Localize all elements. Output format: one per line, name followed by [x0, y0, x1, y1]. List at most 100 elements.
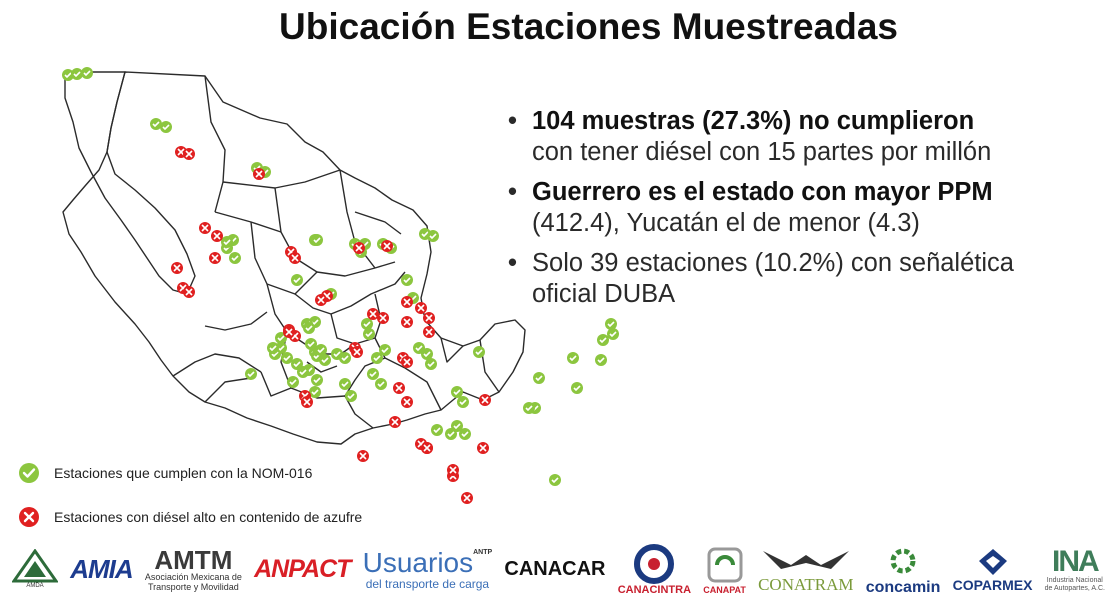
- finding-bullet: • 104 muestras (27.3%) no cumplieron con…: [508, 106, 1064, 168]
- noncompliant-station-marker: [479, 394, 491, 406]
- compliant-station-marker: [160, 121, 172, 133]
- amia-logo: AMIA: [70, 534, 133, 606]
- anpact-logo: ANPACT: [254, 534, 351, 606]
- slide-title: Ubicación Estaciones Muestreadas: [279, 6, 898, 47]
- compliant-station-marker: [305, 338, 317, 350]
- canacintra-logo: CANACINTRA: [618, 534, 691, 606]
- finding-bullet: • Guerrero es el estado con mayor PPM (4…: [508, 177, 1064, 239]
- usuarios-name: Usuarios: [362, 546, 474, 578]
- ina-logo: INA Industria Nacional de Autopartes, A.…: [1045, 534, 1105, 606]
- compliant-station-marker: [303, 322, 315, 334]
- compliant-station-marker: [607, 328, 619, 340]
- noncompliant-station-marker: [183, 286, 195, 298]
- coparmex-name: COPARMEX: [952, 576, 1033, 593]
- compliant-station-marker: [459, 428, 471, 440]
- noncompliant-station-marker: [423, 312, 435, 324]
- finding-text: Solo 39 estaciones (10.2%) con señalétic…: [532, 249, 1014, 308]
- conatram-logo: CONATRAM: [758, 534, 854, 606]
- compliant-station-marker: [315, 344, 327, 356]
- state-border: [440, 337, 464, 363]
- state-border: [204, 75, 226, 213]
- noncompliant-station-marker: [421, 442, 433, 454]
- amtm-name: AMTM: [154, 544, 233, 575]
- amda-name: AMDA: [26, 583, 44, 589]
- compliant-station-marker: [379, 344, 391, 356]
- noncompliant-station-marker: [461, 492, 473, 504]
- compliant-station-marker: [597, 334, 609, 346]
- noncompliant-station-marker: [183, 148, 195, 160]
- compliant-station-marker: [431, 424, 443, 436]
- state-border: [204, 377, 252, 403]
- compliant-station-marker: [71, 68, 83, 80]
- concamin-name: concamin: [865, 578, 941, 596]
- key-findings: • 104 muestras (27.3%) no cumplieron con…: [508, 106, 1064, 319]
- compliant-station-marker: [457, 396, 469, 408]
- compliant-station-marker: [267, 342, 279, 354]
- finding-text: con tener diésel con 15 partes por milló…: [532, 138, 992, 166]
- legend-item-compliant: Estaciones que cumplen con la NOM-016: [18, 462, 362, 484]
- state-border: [404, 367, 442, 411]
- eagle-icon: [762, 550, 849, 569]
- noncompliant-station-marker: [401, 396, 413, 408]
- x-icon: [19, 507, 39, 527]
- noncompliant-station-marker: [357, 450, 369, 462]
- legend-label: Estaciones que cumplen con la NOM-016: [54, 465, 313, 481]
- noncompliant-station-marker: [315, 294, 327, 306]
- coparmex-mark-icon: [978, 548, 1007, 575]
- station-markers: [62, 67, 619, 504]
- compliant-station-marker: [311, 234, 323, 246]
- compliant-station-marker: [339, 352, 351, 364]
- ina-sub2: de Autopartes, A.C.: [1044, 584, 1105, 592]
- compliant-station-marker: [595, 354, 607, 366]
- noncompliant-station-marker: [401, 316, 413, 328]
- compliant-station-marker: [567, 352, 579, 364]
- canapat-logo: CANAPAT: [703, 534, 746, 606]
- state-border: [344, 395, 374, 429]
- amda-logo: AMDA: [12, 534, 58, 606]
- mexico-map-svg: [62, 67, 619, 504]
- compliant-station-marker: [150, 118, 162, 130]
- noncompliant-station-marker: [171, 262, 183, 274]
- compliant-station-marker: [363, 328, 375, 340]
- antp-tag: ANTP: [473, 548, 493, 556]
- compliant-station-marker: [345, 390, 357, 402]
- state-border: [214, 211, 282, 233]
- ina-name: INA: [1051, 544, 1100, 578]
- noncompliant-station-marker: [381, 240, 393, 252]
- bullet-dot: •: [508, 249, 517, 277]
- bullet-dot: •: [508, 178, 517, 206]
- state-border: [274, 187, 318, 273]
- compliant-station-marker: [361, 318, 373, 330]
- noncompliant-station-marker: [393, 382, 405, 394]
- anpact-name: ANPACT: [254, 555, 351, 583]
- compliant-station-marker: [421, 348, 433, 360]
- check-icon: [19, 463, 39, 483]
- compliant-station-marker: [549, 474, 561, 486]
- baja-california: [64, 71, 196, 295]
- map-legend: Estaciones que cumplen con la NOM-016 Es…: [18, 462, 362, 550]
- compliant-station-marker: [451, 420, 463, 432]
- compliant-station-marker: [371, 352, 383, 364]
- noncompliant-station-marker: [367, 308, 379, 320]
- state-border: [294, 271, 406, 315]
- amtm-logo: AMTM Asociación Mexicana de Transporte y…: [145, 534, 242, 606]
- noncompliant-station-marker: [211, 230, 223, 242]
- compliant-station-marker: [473, 346, 485, 358]
- compliant-station-marker: [319, 354, 331, 366]
- amtm-sub1: Asociación Mexicana de: [144, 571, 242, 582]
- amtm-sub2: Transporte y Movilidad: [148, 581, 239, 592]
- canacintra-mark-icon: [634, 543, 675, 584]
- finding-bullet: • Solo 39 estaciones (10.2%) con señalét…: [508, 248, 1064, 310]
- compliant-station-marker: [281, 352, 293, 364]
- amda-mark-icon: [12, 549, 58, 583]
- ina-sub1: Industria Nacional: [1046, 576, 1103, 584]
- amia-name: AMIA: [70, 554, 133, 584]
- finding-text: (412.4), Yucatán el de menor (4.3): [532, 209, 920, 237]
- noncompliant-station-marker: [477, 442, 489, 454]
- canapat-name: CANAPAT: [703, 584, 746, 595]
- compliant-station-marker: [291, 358, 303, 370]
- compliant-station-marker: [311, 374, 323, 386]
- canacintra-name: CANACINTRA: [617, 583, 692, 596]
- noncompliant-station-marker: [353, 242, 365, 254]
- legend-label: Estaciones con diésel alto en contenido …: [54, 509, 363, 525]
